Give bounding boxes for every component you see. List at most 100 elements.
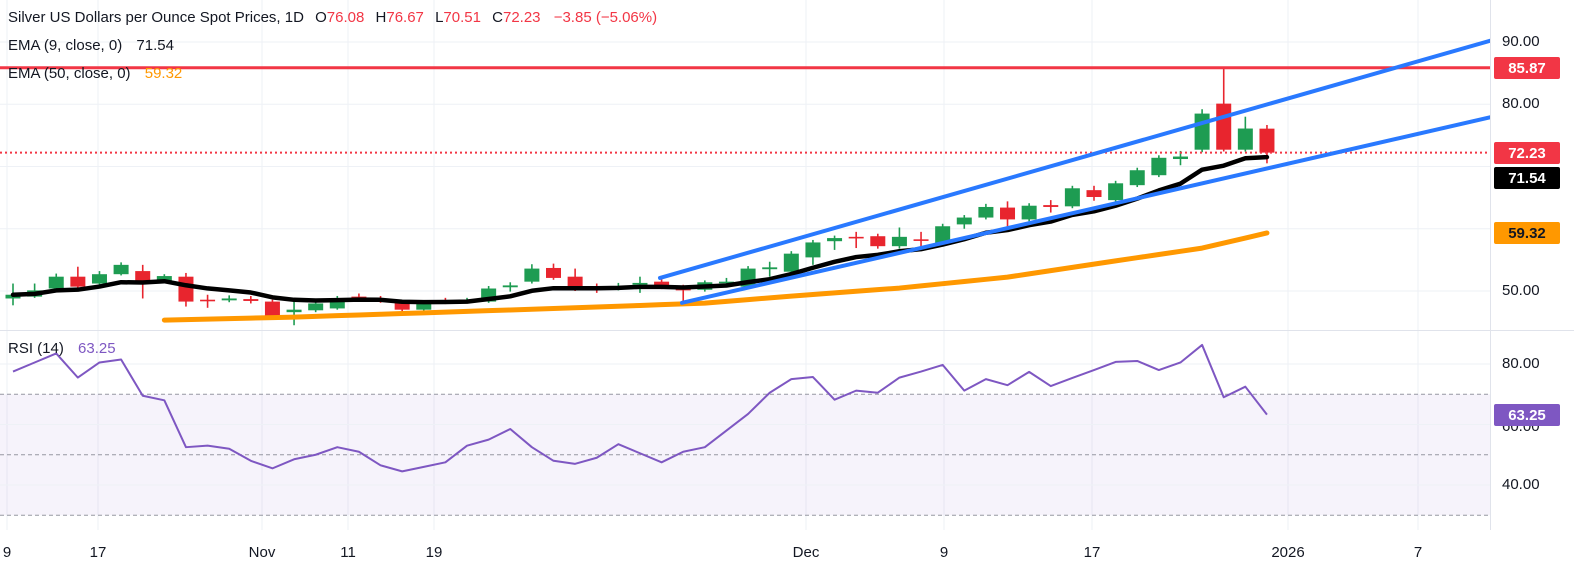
time-label-7: 7 [1413, 544, 1423, 561]
open-label: O [315, 9, 327, 26]
axis-label-40.00: 40.00 [1502, 476, 1540, 493]
candle-body [286, 309, 302, 313]
axis-badge-72.23: 72.23 [1494, 142, 1560, 164]
candle-body [1172, 156, 1188, 160]
time-label-19: 19 [425, 544, 443, 561]
trendline-lower [680, 115, 1490, 305]
time-label-17: 17 [89, 544, 107, 561]
candle-body [848, 236, 864, 239]
candle-body [654, 281, 670, 287]
low-value: 70.51 [443, 9, 481, 26]
axis-label-80.00: 80.00 [1502, 95, 1540, 112]
time-label-Dec: Dec [792, 544, 820, 561]
candle-body [156, 276, 172, 282]
symbol-title: Silver US Dollars per Ounce Spot Prices,… [8, 9, 304, 26]
candle-body [827, 238, 843, 242]
axis-badge-85.87: 85.87 [1494, 57, 1560, 79]
candle-body [200, 299, 216, 302]
time-label-9: 9 [939, 544, 949, 561]
high-label: H [375, 9, 387, 26]
time-label-2026: 2026 [1271, 544, 1305, 561]
candle-body [308, 303, 324, 311]
pane-divider[interactable] [0, 330, 1574, 331]
chart-legend: Silver US Dollars per Ounce Spot Prices,… [8, 4, 657, 88]
change-value: −3.85 (−5.06%) [553, 9, 658, 26]
ema9-value: 71.54 [136, 37, 174, 54]
candle-body [264, 301, 280, 317]
candle-body [416, 303, 432, 310]
candle-body [70, 276, 86, 287]
candle-body [913, 239, 929, 241]
axis-label-50.00: 50.00 [1502, 282, 1540, 299]
candle-body [1237, 128, 1253, 150]
low-label: L [435, 9, 444, 26]
trendline-upper [658, 38, 1490, 280]
candle-body [394, 302, 410, 310]
candle-body [567, 276, 583, 289]
close-value: 72.23 [502, 9, 541, 26]
candle-body [1043, 205, 1059, 207]
candle-body [1151, 157, 1167, 176]
candle-body [524, 268, 540, 282]
ema50-value: 59.32 [144, 65, 183, 82]
rsi-pane[interactable] [0, 330, 1490, 530]
symbol-legend-row[interactable]: Silver US Dollars per Ounce Spot Prices,… [8, 4, 657, 32]
candle-body [762, 267, 778, 270]
candle-body [1194, 113, 1210, 150]
ema50-label: EMA (50, close, 0) [8, 65, 131, 82]
candle-body [805, 242, 821, 258]
rsi-line [12, 343, 1268, 473]
ema50-line [161, 230, 1270, 323]
candle-body [1216, 103, 1232, 150]
axis-badge-63.25: 63.25 [1494, 404, 1560, 426]
candle-body [978, 206, 994, 218]
rsi-label: RSI (14) [8, 340, 64, 357]
candle-body [546, 267, 561, 278]
candle-body [783, 253, 799, 272]
candle-body [1000, 207, 1016, 220]
candle-body [48, 276, 64, 289]
open-value: 76.08 [326, 9, 365, 26]
rsi-value: 63.25 [78, 340, 116, 357]
time-label-11: 11 [340, 544, 356, 561]
candle-body [1129, 170, 1145, 186]
candle-body [1259, 128, 1275, 153]
candle-body [718, 281, 734, 284]
axis-label-80.00: 80.00 [1502, 355, 1540, 372]
candle-body [243, 299, 259, 301]
axis-badge-59.32: 59.32 [1494, 222, 1560, 244]
time-label-Nov: Nov [248, 544, 276, 561]
time-label-9: 9 [2, 544, 12, 561]
ema9-legend-row[interactable]: EMA (9, close, 0) 71.54 [8, 32, 657, 60]
candle-body [870, 236, 886, 247]
time-label-17: 17 [1083, 544, 1101, 561]
rsi-legend-row[interactable]: RSI (14) 63.25 [8, 336, 116, 362]
price-axis-border [1490, 0, 1491, 578]
candle-body [221, 298, 237, 301]
candle-body [351, 296, 367, 299]
candle-body [632, 282, 648, 285]
high-value: 76.67 [386, 9, 424, 26]
price-axis-scale[interactable]: 90.00 80.00 50.00 80.00 60.00 40.00 85.87 72.23… [1490, 0, 1574, 530]
candle-body [178, 276, 194, 302]
ema50-legend-row[interactable]: EMA (50, close, 0) 59.32 [8, 60, 657, 88]
candle-body [91, 274, 107, 284]
candle-body [891, 236, 907, 247]
candle-body [329, 298, 345, 309]
candle-body [113, 264, 129, 275]
axis-label-90.00: 90.00 [1502, 33, 1540, 50]
ema9-line [10, 154, 1270, 305]
candle-body [1108, 183, 1124, 201]
candle-body [502, 285, 518, 288]
close-label: C [492, 9, 503, 26]
candle-body [1021, 205, 1037, 220]
ema9-label: EMA (9, close, 0) [8, 37, 123, 54]
candle-body [1064, 188, 1080, 207]
candle-body [935, 226, 951, 244]
price-pane[interactable] [0, 0, 1490, 330]
candle-body [956, 217, 972, 225]
time-axis[interactable]: 9 17 Nov 11 19 Dec 9 17 2026 7 [0, 530, 1574, 578]
axis-badge-71.54: 71.54 [1494, 167, 1560, 189]
candle-body [1086, 190, 1102, 198]
